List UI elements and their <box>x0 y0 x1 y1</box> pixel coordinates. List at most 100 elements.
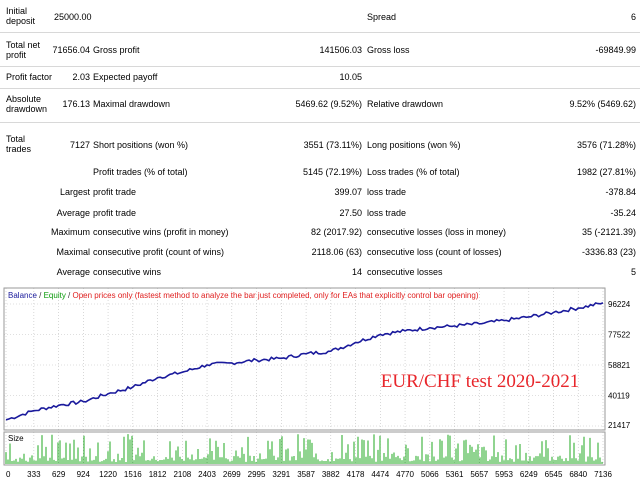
legend-separator: / <box>66 291 73 300</box>
row-divider <box>0 122 640 123</box>
loss-trades-label: Loss trades (% of total) <box>367 167 460 177</box>
x-tick-label: 2995 <box>248 470 266 479</box>
average-consecutive-wins-value: 14 <box>351 267 362 277</box>
x-tick-label: 333 <box>27 470 41 479</box>
gross-loss-label: Gross loss <box>367 45 410 55</box>
x-tick-label: 6840 <box>569 470 587 479</box>
chart-background <box>0 286 640 480</box>
x-tick-label: 2403 <box>198 470 216 479</box>
average-consecutive-label: Average <box>56 267 90 277</box>
largest-profit-value: 399.07 <box>334 187 362 197</box>
legend-open-prices-note: Open prices only (fastest method to anal… <box>73 291 479 300</box>
maximal-label: Maximal <box>56 247 90 257</box>
largest-profit-label: profit trade <box>93 187 137 197</box>
x-tick-label: 5953 <box>495 470 513 479</box>
chart-grid <box>4 288 605 465</box>
row-divider <box>0 88 640 89</box>
max-consecutive-wins-label: consecutive wins (profit in money) <box>93 227 229 237</box>
legend-separator: / <box>37 291 44 300</box>
short-positions-value: 3551 (73.11%) <box>303 140 362 150</box>
legend-equity: Equity <box>44 291 66 300</box>
x-tick-label: 0 <box>6 470 11 479</box>
y-tick-label: 21417 <box>608 421 631 430</box>
size-bars <box>5 434 603 464</box>
x-tick-label: 1516 <box>124 470 142 479</box>
legend-balance: Balance <box>8 291 37 300</box>
balance-chart: Balance / Equity / Open prices only (fas… <box>0 286 640 480</box>
strategy-report: Initial deposit 25000.00 Spread 6 Total … <box>0 6 640 277</box>
profit-trades-value: 5145 (72.19%) <box>302 167 362 177</box>
x-tick-label: 5657 <box>470 470 488 479</box>
average-loss-value: -35.24 <box>610 208 636 218</box>
relative-drawdown-value: 9.52% (5469.62) <box>569 99 636 109</box>
expected-payoff-value: 10.05 <box>339 72 362 82</box>
average-consecutive-losses-value: 5 <box>630 267 636 277</box>
maximal-consecutive-loss-label: consecutive loss (count of losses) <box>367 247 502 257</box>
x-tick-label: 7136 <box>594 470 612 479</box>
max-consecutive-losses-label: consecutive losses (loss in money) <box>367 227 507 237</box>
max-consecutive-wins-value: 82 (2017.92) <box>310 227 362 237</box>
x-tick-label: 2699 <box>223 470 241 479</box>
x-tick-label: 3587 <box>297 470 315 479</box>
short-positions-label: Short positions (won %) <box>93 140 189 150</box>
main-plot-frame <box>3 287 606 431</box>
y-tick-label: 77522 <box>608 331 631 340</box>
y-axis-ticks: 96224 77522 58821 40119 21417 <box>608 300 631 430</box>
average-loss-label: loss trade <box>367 208 407 218</box>
row-divider <box>0 66 640 67</box>
maximum-label: Maximum <box>50 227 90 237</box>
x-tick-label: 924 <box>77 470 91 479</box>
x-tick-label: 6249 <box>520 470 538 479</box>
x-axis-ticks: 0 333 629 924 1220 1516 1812 2108 2403 2699 2995 32… <box>6 470 612 479</box>
max-consecutive-losses-value: 35 (-2121.39) <box>581 227 636 237</box>
average-profit-label: profit trade <box>93 208 137 218</box>
initial-deposit-value: 25000.00 <box>54 12 92 22</box>
average-label: Average <box>56 208 90 218</box>
largest-loss-value: -378.84 <box>605 187 636 197</box>
average-consecutive-losses-label: consecutive losses <box>367 267 443 277</box>
row-divider <box>0 32 640 33</box>
largest-label: Largest <box>59 187 90 197</box>
long-positions-value: 3576 (71.28%) <box>576 140 636 150</box>
x-tick-label: 1220 <box>99 470 117 479</box>
spread-label: Spread <box>367 12 397 22</box>
y-tick-label: 58821 <box>608 361 631 370</box>
average-consecutive-wins-label: consecutive wins <box>93 267 162 277</box>
chart-legend: Balance / Equity / Open prices only (fas… <box>8 291 479 300</box>
maximal-drawdown-label: Maximal drawdown <box>93 99 171 109</box>
expected-payoff-label: Expected payoff <box>93 72 158 82</box>
total-trades-label: Total trades <box>6 134 32 154</box>
chart-annotation: EUR/CHF test 2020-2021 <box>381 371 579 392</box>
profit-trades-label: Profit trades (% of total) <box>93 167 188 177</box>
x-tick-label: 1812 <box>149 470 167 479</box>
x-tick-label: 2108 <box>173 470 191 479</box>
profit-factor-value: 2.03 <box>72 72 90 82</box>
total-net-profit-value: 71656.04 <box>52 45 90 55</box>
balance-line <box>5 302 604 421</box>
gross-profit-label: Gross profit <box>93 45 140 55</box>
size-label: Size <box>8 434 24 443</box>
maximal-consecutive-loss-value: -3336.83 (23) <box>581 247 636 257</box>
x-tick-label: 4178 <box>347 470 365 479</box>
initial-deposit-label: Initial deposit <box>6 6 36 26</box>
total-trades-value: 7127 <box>69 140 90 150</box>
size-plot-frame <box>3 431 606 466</box>
x-tick-label: 6545 <box>545 470 563 479</box>
balance-chart-svg: Balance / Equity / Open prices only (fas… <box>0 286 640 480</box>
gross-loss-value: -69849.99 <box>595 45 636 55</box>
profit-factor-label: Profit factor <box>6 72 53 82</box>
maximal-consecutive-profit-label: consecutive profit (count of wins) <box>93 247 225 257</box>
long-positions-label: Long positions (won %) <box>367 140 461 150</box>
spread-value: 6 <box>630 12 636 22</box>
maximal-drawdown-value: 5469.62 (9.52%) <box>295 99 362 109</box>
x-tick-label: 5066 <box>421 470 439 479</box>
y-tick-label: 96224 <box>608 300 631 309</box>
x-tick-label: 629 <box>52 470 66 479</box>
average-profit-value: 27.50 <box>339 208 362 218</box>
absolute-drawdown-label: Absolute drawdown <box>6 94 48 114</box>
largest-loss-label: loss trade <box>367 187 407 197</box>
x-tick-label: 4474 <box>371 470 389 479</box>
x-tick-label: 5361 <box>446 470 464 479</box>
maximal-consecutive-profit-value: 2118.06 (63) <box>311 247 362 257</box>
gross-profit-value: 141506.03 <box>319 45 362 55</box>
